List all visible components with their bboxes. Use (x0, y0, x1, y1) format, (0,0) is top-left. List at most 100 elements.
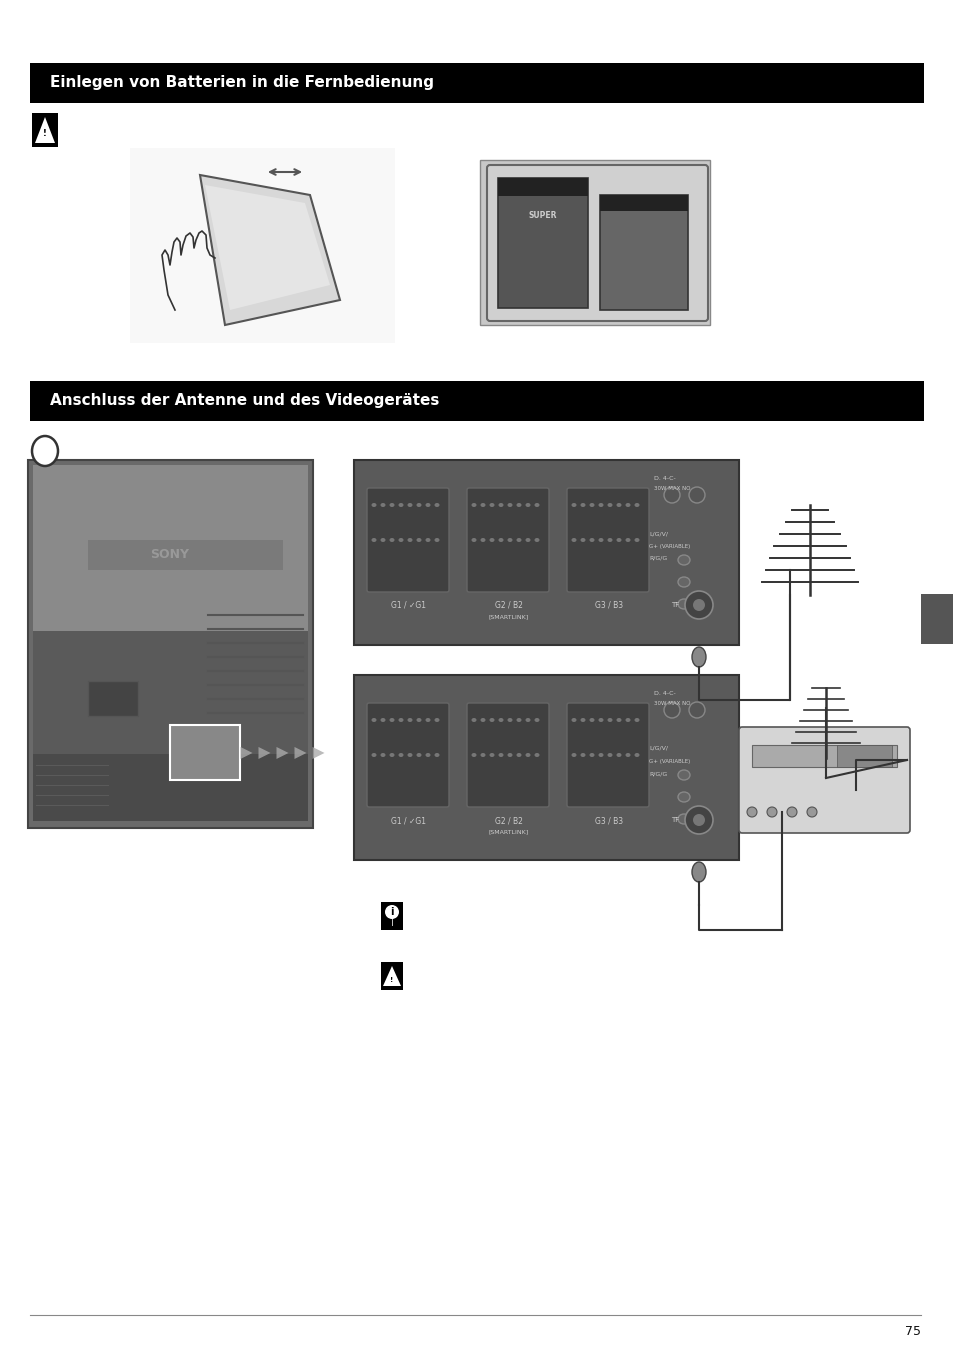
Polygon shape (294, 747, 306, 759)
Ellipse shape (678, 770, 689, 780)
Ellipse shape (525, 503, 530, 507)
Ellipse shape (534, 503, 539, 507)
Ellipse shape (691, 862, 705, 882)
Ellipse shape (489, 717, 494, 721)
Ellipse shape (507, 753, 512, 757)
Ellipse shape (625, 538, 630, 542)
Ellipse shape (571, 503, 576, 507)
Bar (751, 744, 896, 767)
Ellipse shape (407, 538, 412, 542)
Text: G+ (VARIABLE): G+ (VARIABLE) (648, 544, 690, 549)
Polygon shape (313, 747, 324, 759)
Ellipse shape (607, 717, 612, 721)
Ellipse shape (389, 503, 395, 507)
Ellipse shape (684, 590, 712, 619)
Text: G1 / ✓G1: G1 / ✓G1 (391, 816, 426, 825)
Ellipse shape (598, 503, 603, 507)
Ellipse shape (607, 538, 612, 542)
Bar (33, 631, 308, 759)
Ellipse shape (380, 717, 385, 721)
Ellipse shape (398, 538, 403, 542)
Ellipse shape (489, 538, 494, 542)
Text: G2 / B2: G2 / B2 (495, 601, 522, 611)
Ellipse shape (371, 753, 376, 757)
Ellipse shape (684, 807, 712, 834)
FancyBboxPatch shape (467, 488, 548, 592)
Ellipse shape (598, 717, 603, 721)
Bar (497, 178, 587, 196)
Ellipse shape (516, 538, 521, 542)
Text: L/G/V/: L/G/V/ (648, 531, 667, 536)
Bar (479, 159, 709, 326)
Ellipse shape (589, 717, 594, 721)
Ellipse shape (516, 753, 521, 757)
Ellipse shape (389, 717, 395, 721)
Ellipse shape (678, 792, 689, 802)
Ellipse shape (371, 717, 376, 721)
Text: G3 / B3: G3 / B3 (595, 601, 622, 611)
Bar (599, 195, 687, 309)
Ellipse shape (380, 503, 385, 507)
Ellipse shape (571, 717, 576, 721)
Bar (920, 594, 953, 644)
Ellipse shape (534, 753, 539, 757)
Text: G3 / B3: G3 / B3 (595, 816, 622, 825)
Ellipse shape (398, 753, 403, 757)
Text: !: ! (390, 977, 394, 984)
Ellipse shape (616, 538, 620, 542)
Ellipse shape (579, 753, 585, 757)
Ellipse shape (425, 717, 430, 721)
Text: D. 4-C-: D. 4-C- (654, 476, 675, 481)
Ellipse shape (498, 503, 503, 507)
Ellipse shape (571, 753, 576, 757)
Ellipse shape (663, 703, 679, 717)
Text: i: i (42, 443, 48, 458)
Ellipse shape (480, 538, 485, 542)
Bar (354, 459, 739, 644)
Text: SONY: SONY (151, 549, 190, 562)
Ellipse shape (616, 503, 620, 507)
Polygon shape (35, 118, 55, 143)
Polygon shape (240, 747, 253, 759)
Polygon shape (200, 176, 339, 326)
FancyBboxPatch shape (367, 488, 449, 592)
Ellipse shape (589, 538, 594, 542)
Bar (32, 113, 58, 147)
Text: R/G/G: R/G/G (648, 771, 666, 775)
Ellipse shape (489, 503, 494, 507)
Bar (380, 962, 402, 990)
Polygon shape (258, 747, 271, 759)
Ellipse shape (634, 717, 639, 721)
Text: G1 / ✓G1: G1 / ✓G1 (391, 601, 426, 611)
Ellipse shape (416, 753, 421, 757)
FancyBboxPatch shape (566, 488, 648, 592)
Ellipse shape (634, 753, 639, 757)
FancyBboxPatch shape (739, 727, 909, 834)
Ellipse shape (625, 503, 630, 507)
Ellipse shape (579, 503, 585, 507)
Ellipse shape (525, 538, 530, 542)
Text: 30W MAX NO: 30W MAX NO (654, 701, 690, 707)
Ellipse shape (398, 503, 403, 507)
Polygon shape (276, 747, 288, 759)
Bar (28, 459, 313, 828)
Ellipse shape (688, 703, 704, 717)
Ellipse shape (691, 647, 705, 667)
Ellipse shape (688, 486, 704, 503)
Text: Einlegen von Batterien in die Fernbedienung: Einlegen von Batterien in die Fernbedien… (50, 76, 434, 91)
Ellipse shape (634, 503, 639, 507)
Ellipse shape (32, 436, 58, 466)
Text: 30W MAX NO: 30W MAX NO (654, 486, 690, 490)
Ellipse shape (416, 538, 421, 542)
Bar (88, 540, 283, 570)
Ellipse shape (371, 503, 376, 507)
Ellipse shape (634, 538, 639, 542)
Bar (354, 676, 739, 861)
Ellipse shape (786, 807, 796, 817)
Ellipse shape (607, 503, 612, 507)
Ellipse shape (579, 538, 585, 542)
Ellipse shape (534, 538, 539, 542)
Ellipse shape (616, 717, 620, 721)
Text: R/G/G: R/G/G (648, 557, 666, 561)
Ellipse shape (434, 538, 439, 542)
